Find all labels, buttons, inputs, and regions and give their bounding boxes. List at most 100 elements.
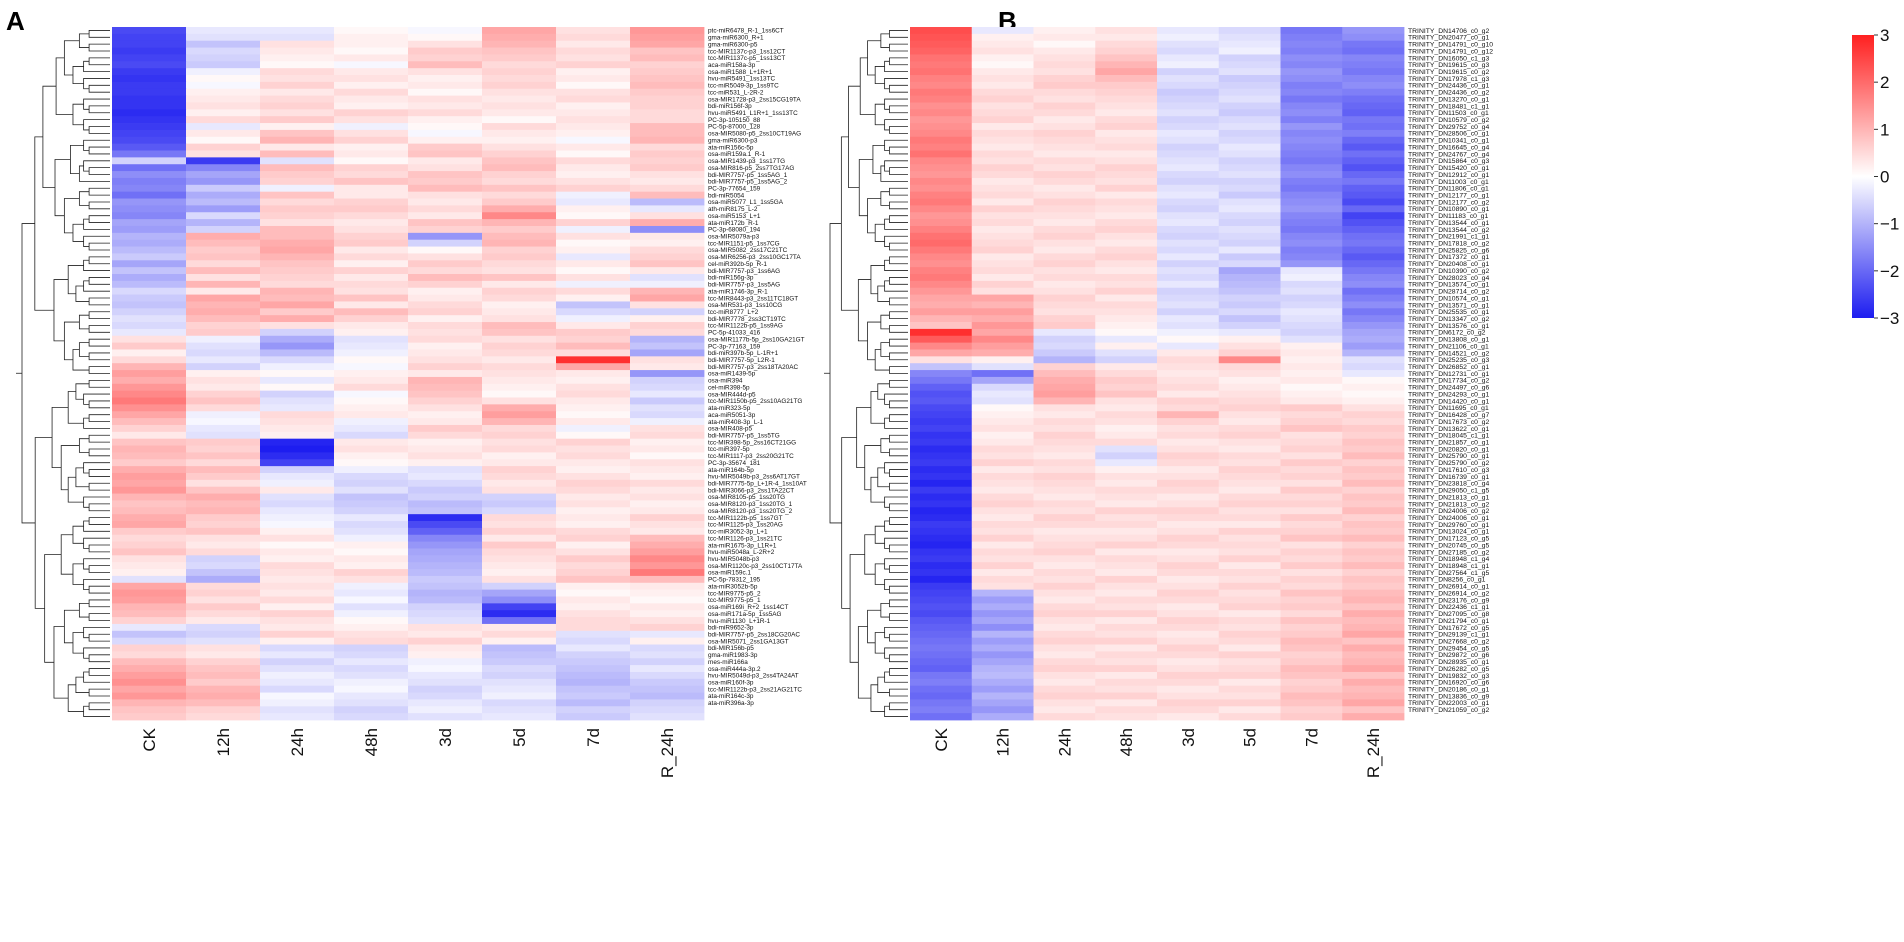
heatmap-cell [971,548,1034,556]
heatmap-cell [1095,322,1158,330]
row-label: TRINITY_DN6172_c0_g2 [1408,330,1486,337]
heatmap-cell [1157,404,1220,412]
heatmap-cell [112,637,187,645]
dendrogram-b-branch [884,259,908,271]
heatmap-cell [1033,191,1096,199]
heatmap-cell [408,411,483,419]
heatmap-cell [1342,294,1405,302]
row-label: osa-MIR1439-p3_1ss17TG [708,158,785,165]
heatmap-cell [1218,445,1281,453]
heatmap-cell [1218,617,1281,625]
heatmap-cell [910,81,973,90]
heatmap-cell [971,363,1034,371]
row-label: tcc-MIR398-5p_2ss16CT21GG [708,439,796,446]
row-label: TRINITY_DN17673_c0_g2 [1408,419,1489,426]
heatmap-cell [1095,637,1158,645]
heatmap-cell [112,589,187,597]
row-label: osa-MIR5080-p5_2ss10CT19AG [708,131,801,138]
heatmap-cell [112,671,187,680]
heatmap-cell [1218,521,1281,529]
heatmap-cell [1033,253,1096,261]
heatmap-cell [1033,164,1096,172]
heatmap-cell [1342,342,1405,350]
heatmap-cell [408,713,483,721]
heatmap-cell [482,109,557,117]
heatmap-cell [630,363,705,371]
heatmap-cell [971,671,1034,680]
heatmap-cell [1342,575,1405,584]
dendrogram-a-branch [75,383,90,400]
heatmap-cell [1342,500,1405,508]
heatmap-cell [630,232,705,241]
heatmap-cell [910,637,973,645]
heatmap-cell [260,575,335,584]
heatmap-cell [1033,459,1096,467]
heatmap-cell [910,466,973,474]
heatmap-cell [630,507,705,515]
heatmap-cell [971,328,1034,337]
dendrogram-a-branch [88,57,110,66]
heatmap-cell [1280,328,1343,337]
heatmap-cell [1157,589,1220,597]
dendrogram-a-branch [88,215,110,223]
heatmap-cell [1280,171,1343,179]
dendrogram-a-branch [88,414,110,422]
heatmap-cell [186,596,261,604]
heatmap-cell [334,349,409,357]
heatmap-cell [630,424,705,433]
heatmap-cell [910,191,973,199]
heatmap-cell [556,356,631,364]
heatmap-cell [1095,692,1158,700]
heatmap-cell [186,102,261,110]
heatmap-cell [1033,713,1096,721]
heatmap-cell [1095,438,1158,446]
dendrogram-b-branch [889,565,908,573]
heatmap-cell [910,294,973,302]
heatmap-cell [1280,301,1343,309]
heatmap-cell [1033,562,1096,570]
heatmap-cell [482,212,557,220]
dendrogram-b-branch [889,242,908,251]
heatmap-cell [186,260,261,268]
row-label: TRINITY_DN21813_c0_g1 [1408,494,1489,501]
row-label: hvu-miR5048a_L-2R+2 [708,549,775,556]
dendrogram-b-branch [884,98,908,110]
heatmap-cell [1033,658,1096,666]
heatmap-cell [482,260,557,268]
heatmap-cell [556,699,631,707]
heatmap-cell [910,589,973,597]
heatmap-cell [1095,541,1158,549]
dendrogram-b-branch [874,632,885,654]
heatmap-cell [1095,205,1158,213]
heatmap-cell [971,424,1034,433]
heatmap-cell [1280,651,1343,659]
heatmap-cell [556,157,631,165]
heatmap-cell [1157,280,1220,289]
heatmap-cell [971,713,1034,721]
heatmap-cell [1342,315,1405,323]
colorbar-tick-label: −3 [1880,309,1899,328]
heatmap-cell [186,287,261,295]
heatmap-cell [630,603,705,611]
heatmap-cell [1157,225,1220,234]
heatmap-cell [630,335,705,344]
heatmap-cell [556,658,631,666]
heatmap-cell [186,328,261,337]
heatmap-cell [1157,61,1220,69]
heatmap-cell [1033,33,1096,42]
dendrogram-b-branch [884,537,908,549]
heatmap-cell [1342,81,1405,90]
heatmap-cell [1033,75,1096,83]
heatmap-cell [1157,665,1220,673]
heatmap-cell [1218,459,1281,467]
row-label: TRINITY_DN15420_c0_g1 [1408,165,1489,172]
column-label: CK [140,727,159,751]
heatmap-cell [260,678,335,687]
dendrogram-a-branch [55,57,73,115]
heatmap-cell [1095,706,1158,714]
panel-b: B TRINITY_DN14706_c0_g2TRINITY_DN20477_c… [824,6,1899,778]
heatmap-cell [1095,699,1158,707]
heatmap-cell [1157,562,1220,570]
heatmap-cell [1342,692,1405,700]
heatmap-cell [408,671,483,680]
